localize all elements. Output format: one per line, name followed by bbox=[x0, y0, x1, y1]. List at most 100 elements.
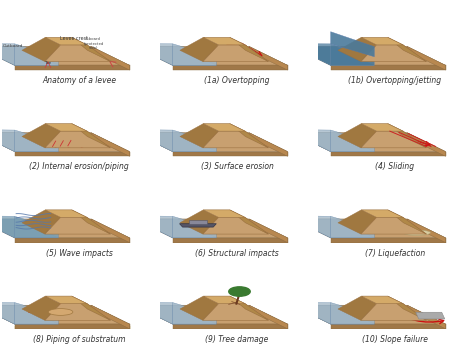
Polygon shape bbox=[292, 219, 374, 238]
Polygon shape bbox=[203, 217, 268, 234]
Polygon shape bbox=[134, 47, 216, 65]
Polygon shape bbox=[331, 32, 374, 57]
Text: (6) Structural impacts: (6) Structural impacts bbox=[195, 249, 279, 258]
Polygon shape bbox=[46, 210, 87, 217]
Polygon shape bbox=[0, 47, 58, 65]
Polygon shape bbox=[292, 305, 374, 324]
Polygon shape bbox=[203, 124, 245, 131]
Polygon shape bbox=[249, 219, 288, 243]
Polygon shape bbox=[0, 219, 58, 238]
Polygon shape bbox=[173, 303, 216, 324]
Polygon shape bbox=[134, 305, 288, 324]
Polygon shape bbox=[331, 324, 446, 329]
Polygon shape bbox=[338, 296, 377, 320]
Polygon shape bbox=[292, 219, 446, 238]
Polygon shape bbox=[134, 219, 288, 238]
Polygon shape bbox=[292, 47, 446, 65]
Polygon shape bbox=[45, 304, 110, 320]
Polygon shape bbox=[249, 133, 288, 156]
Polygon shape bbox=[173, 130, 216, 151]
Polygon shape bbox=[15, 324, 129, 329]
Polygon shape bbox=[46, 296, 87, 304]
Polygon shape bbox=[22, 210, 61, 234]
Text: (4) Sliding: (4) Sliding bbox=[375, 162, 415, 171]
Polygon shape bbox=[91, 219, 129, 243]
Polygon shape bbox=[230, 296, 268, 320]
Polygon shape bbox=[388, 124, 427, 148]
Polygon shape bbox=[22, 37, 61, 61]
Text: Toe: Toe bbox=[45, 61, 52, 65]
Polygon shape bbox=[361, 210, 403, 217]
Polygon shape bbox=[249, 47, 288, 70]
Polygon shape bbox=[388, 296, 427, 320]
Polygon shape bbox=[292, 216, 331, 238]
Polygon shape bbox=[45, 217, 110, 234]
Polygon shape bbox=[361, 131, 427, 148]
Polygon shape bbox=[173, 216, 216, 238]
Polygon shape bbox=[361, 37, 403, 45]
Polygon shape bbox=[292, 47, 374, 65]
Text: (1b) Overtopping/jetting: (1b) Overtopping/jetting bbox=[348, 76, 442, 85]
Polygon shape bbox=[173, 44, 216, 65]
Polygon shape bbox=[15, 44, 58, 65]
Polygon shape bbox=[173, 238, 288, 243]
Text: Anatomy of a levee: Anatomy of a levee bbox=[42, 76, 116, 85]
Polygon shape bbox=[0, 129, 15, 151]
Text: Inboard
(protected
side): Inboard (protected side) bbox=[83, 37, 104, 50]
Polygon shape bbox=[388, 37, 427, 61]
Polygon shape bbox=[203, 37, 245, 45]
Polygon shape bbox=[134, 302, 173, 324]
Polygon shape bbox=[180, 296, 219, 320]
Polygon shape bbox=[361, 217, 427, 234]
Polygon shape bbox=[407, 305, 446, 329]
Polygon shape bbox=[134, 129, 173, 151]
Text: (7) Liquefaction: (7) Liquefaction bbox=[365, 249, 425, 258]
Text: (1a) Overtopping: (1a) Overtopping bbox=[204, 76, 270, 85]
Polygon shape bbox=[361, 45, 427, 61]
Polygon shape bbox=[331, 151, 446, 156]
Polygon shape bbox=[388, 210, 427, 234]
Polygon shape bbox=[331, 130, 374, 151]
Polygon shape bbox=[0, 305, 58, 324]
Text: Outboard: Outboard bbox=[2, 43, 23, 48]
Text: (2) Internal erosion/piping: (2) Internal erosion/piping bbox=[29, 162, 129, 171]
Polygon shape bbox=[292, 129, 331, 151]
Polygon shape bbox=[72, 124, 110, 148]
Polygon shape bbox=[203, 304, 268, 320]
Polygon shape bbox=[180, 224, 216, 227]
Polygon shape bbox=[338, 210, 377, 234]
Polygon shape bbox=[22, 296, 61, 320]
Polygon shape bbox=[203, 131, 268, 148]
Polygon shape bbox=[407, 219, 446, 243]
Polygon shape bbox=[0, 47, 129, 65]
Polygon shape bbox=[45, 45, 110, 61]
Text: (9) Tree damage: (9) Tree damage bbox=[205, 335, 269, 344]
Circle shape bbox=[229, 287, 250, 296]
Ellipse shape bbox=[403, 230, 430, 235]
Polygon shape bbox=[180, 37, 219, 61]
Polygon shape bbox=[134, 47, 288, 65]
Polygon shape bbox=[230, 37, 268, 61]
Polygon shape bbox=[292, 133, 446, 151]
Polygon shape bbox=[134, 216, 173, 238]
Polygon shape bbox=[338, 124, 377, 148]
Polygon shape bbox=[173, 151, 288, 156]
Polygon shape bbox=[0, 302, 15, 324]
Polygon shape bbox=[72, 210, 110, 234]
Polygon shape bbox=[292, 43, 331, 65]
Polygon shape bbox=[203, 296, 245, 304]
Polygon shape bbox=[331, 44, 374, 65]
Polygon shape bbox=[134, 133, 216, 151]
Polygon shape bbox=[134, 305, 216, 324]
Polygon shape bbox=[0, 216, 15, 238]
Polygon shape bbox=[91, 305, 129, 329]
Polygon shape bbox=[72, 296, 110, 320]
Polygon shape bbox=[361, 304, 427, 320]
Text: (5) Wave impacts: (5) Wave impacts bbox=[46, 249, 112, 258]
Polygon shape bbox=[331, 65, 446, 70]
Polygon shape bbox=[292, 305, 446, 324]
Polygon shape bbox=[203, 210, 245, 217]
Polygon shape bbox=[0, 219, 129, 238]
Polygon shape bbox=[361, 124, 403, 131]
Polygon shape bbox=[134, 219, 216, 238]
